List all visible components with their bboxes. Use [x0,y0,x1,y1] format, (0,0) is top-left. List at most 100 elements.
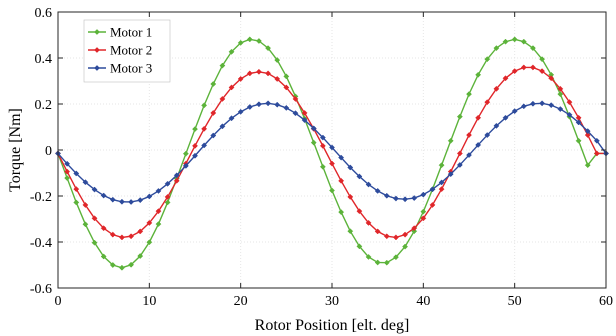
data-point [192,126,198,133]
data-point [329,144,335,151]
data-point [155,208,162,215]
data-point [64,168,71,175]
data-point [429,186,436,193]
data-point [192,142,198,149]
data-point [246,36,253,43]
data-point [219,62,226,69]
data-point [228,48,235,55]
legend-label: Motor 3 [110,61,152,76]
data-point [520,103,527,110]
data-point [310,125,317,132]
data-point [529,45,536,52]
data-point [91,239,98,246]
data-point [383,259,390,266]
y-tick-label: 0.4 [35,52,53,67]
data-point [575,137,582,144]
data-point [255,68,262,75]
data-point [210,132,217,139]
data-point [301,110,308,116]
data-point [301,117,308,124]
data-point [402,231,409,238]
data-point [265,70,272,77]
data-point [338,177,345,184]
data-point [274,101,281,108]
data-point [329,187,335,194]
legend-swatch-marker [94,29,100,35]
data-point [274,75,281,82]
data-point [374,187,381,194]
data-point [539,100,546,107]
data-point [109,196,116,203]
data-point [511,68,518,75]
data-point [210,81,217,87]
data-point [511,36,518,43]
data-point [420,191,427,198]
data-point [438,179,445,186]
data-point [292,110,299,117]
data-point [73,186,80,193]
data-point [274,57,281,64]
y-tick-label: -0.4 [30,236,52,251]
data-point [109,262,116,268]
data-point [520,64,527,71]
legend-label: Motor 1 [110,25,152,40]
data-point [502,114,509,121]
legend-item: Motor 3 [88,61,152,76]
data-point [365,253,372,260]
data-point [155,221,162,228]
data-point [201,102,208,109]
data-point [265,100,272,107]
series-3 [55,100,609,205]
data-point [292,95,299,102]
data-point [246,70,253,77]
data-point [420,208,427,215]
data-point [356,243,363,250]
data-point [484,56,491,63]
data-point [329,160,335,167]
data-point [100,192,107,199]
y-ticks: -0.6 -0.4 -0.2 0 0.2 0.4 0.6 [30,6,606,297]
data-point [128,261,135,268]
data-point [118,264,125,271]
series-line [57,102,607,203]
data-point [164,193,171,200]
data-point [511,108,518,115]
data-point [137,228,144,235]
x-tick-label: 20 [234,294,248,309]
legend-label: Motor 2 [110,43,152,58]
data-point [283,73,290,80]
data-point [475,141,482,148]
data-point [237,39,244,46]
data-point [456,161,463,168]
legend-item: Motor 1 [88,25,152,40]
y-axis-title: Torque [Nm] [7,108,24,192]
data-point [91,215,98,222]
y-tick-label: 0.6 [35,6,53,21]
data-point [475,71,482,78]
data-point [173,177,180,184]
data-point [392,234,399,241]
y-tick-label: 0.2 [35,98,53,113]
data-point [593,150,600,157]
data-point [475,114,482,121]
data-point [164,180,171,187]
data-point [383,192,390,199]
data-point [447,171,454,178]
data-point [347,193,354,200]
data-point [73,199,80,206]
data-point [493,85,500,92]
data-point [246,104,253,110]
data-point [456,150,463,157]
x-tick-label: 0 [55,294,62,309]
data-point [566,99,573,106]
data-point [365,181,372,188]
data-point [484,99,491,106]
x-tick-label: 10 [142,294,156,309]
data-point [91,186,98,193]
data-point [201,142,208,149]
data-point [529,64,536,71]
data-point [420,215,427,222]
x-tick-label: 30 [325,294,339,309]
x-tick-label: 50 [508,294,522,309]
